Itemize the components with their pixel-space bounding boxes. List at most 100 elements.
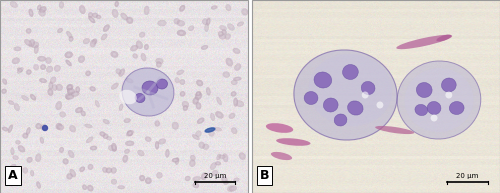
Ellipse shape (16, 140, 20, 144)
Ellipse shape (110, 147, 113, 149)
Ellipse shape (28, 159, 31, 161)
Ellipse shape (112, 146, 116, 151)
Ellipse shape (118, 69, 125, 77)
Ellipse shape (198, 82, 201, 84)
Ellipse shape (40, 11, 43, 14)
Ellipse shape (196, 91, 201, 96)
Ellipse shape (22, 133, 28, 138)
Ellipse shape (186, 177, 189, 179)
Ellipse shape (68, 62, 70, 64)
Ellipse shape (228, 60, 231, 64)
Ellipse shape (228, 186, 234, 191)
Ellipse shape (14, 47, 21, 51)
Ellipse shape (82, 185, 87, 190)
Ellipse shape (34, 45, 38, 54)
Ellipse shape (70, 38, 72, 40)
Ellipse shape (112, 169, 115, 172)
Ellipse shape (66, 84, 73, 90)
Ellipse shape (70, 152, 72, 156)
Ellipse shape (14, 157, 17, 158)
Ellipse shape (156, 79, 168, 89)
Ellipse shape (147, 138, 150, 140)
Ellipse shape (304, 91, 318, 104)
Ellipse shape (54, 65, 60, 72)
Ellipse shape (32, 96, 34, 99)
Ellipse shape (10, 127, 12, 130)
Ellipse shape (68, 89, 72, 95)
Ellipse shape (192, 183, 199, 188)
Ellipse shape (190, 160, 196, 167)
Ellipse shape (348, 101, 363, 115)
Ellipse shape (194, 99, 197, 102)
Ellipse shape (241, 155, 244, 158)
Ellipse shape (223, 178, 226, 181)
Ellipse shape (234, 77, 241, 81)
Ellipse shape (155, 121, 160, 126)
Ellipse shape (230, 186, 236, 191)
Ellipse shape (12, 3, 16, 6)
Ellipse shape (28, 71, 30, 73)
Text: A: A (8, 169, 18, 182)
Ellipse shape (104, 135, 106, 137)
Ellipse shape (416, 82, 432, 97)
Ellipse shape (166, 152, 168, 155)
Ellipse shape (242, 8, 248, 15)
Ellipse shape (28, 130, 29, 133)
Ellipse shape (211, 6, 218, 9)
Ellipse shape (42, 8, 44, 11)
Ellipse shape (146, 46, 148, 48)
Ellipse shape (196, 102, 201, 109)
Ellipse shape (111, 179, 117, 184)
Ellipse shape (113, 53, 116, 56)
Ellipse shape (37, 156, 40, 159)
Ellipse shape (94, 14, 96, 16)
Ellipse shape (220, 156, 224, 157)
Ellipse shape (102, 167, 108, 173)
Circle shape (362, 91, 368, 98)
Ellipse shape (20, 147, 23, 150)
Ellipse shape (218, 31, 224, 36)
Ellipse shape (415, 104, 428, 116)
Ellipse shape (126, 78, 134, 83)
Ellipse shape (66, 31, 72, 38)
Ellipse shape (60, 3, 62, 6)
Ellipse shape (195, 92, 202, 100)
Ellipse shape (81, 8, 84, 11)
Ellipse shape (140, 152, 142, 154)
Ellipse shape (18, 145, 25, 152)
Ellipse shape (28, 30, 30, 32)
Ellipse shape (136, 41, 142, 49)
Ellipse shape (16, 106, 18, 109)
Ellipse shape (226, 58, 233, 66)
Ellipse shape (64, 160, 67, 163)
Ellipse shape (17, 68, 22, 72)
Ellipse shape (324, 98, 338, 112)
Ellipse shape (96, 102, 98, 105)
Ellipse shape (216, 97, 222, 105)
Ellipse shape (230, 25, 232, 28)
Ellipse shape (68, 88, 75, 94)
Text: 20 μm: 20 μm (204, 173, 226, 179)
Ellipse shape (222, 30, 226, 35)
Ellipse shape (2, 79, 7, 85)
Ellipse shape (214, 172, 216, 174)
Ellipse shape (38, 56, 46, 61)
Ellipse shape (181, 81, 184, 83)
Ellipse shape (128, 19, 131, 22)
Ellipse shape (201, 173, 207, 180)
Ellipse shape (59, 30, 61, 31)
Ellipse shape (197, 93, 200, 95)
Ellipse shape (222, 154, 228, 162)
Ellipse shape (90, 14, 92, 16)
Ellipse shape (114, 1, 118, 7)
Ellipse shape (40, 124, 47, 130)
Ellipse shape (30, 41, 33, 45)
Ellipse shape (126, 17, 133, 24)
Ellipse shape (67, 85, 72, 91)
Ellipse shape (54, 86, 56, 89)
Ellipse shape (132, 47, 136, 49)
Ellipse shape (40, 137, 44, 144)
Ellipse shape (210, 132, 213, 135)
Ellipse shape (89, 187, 92, 190)
Ellipse shape (216, 111, 224, 119)
